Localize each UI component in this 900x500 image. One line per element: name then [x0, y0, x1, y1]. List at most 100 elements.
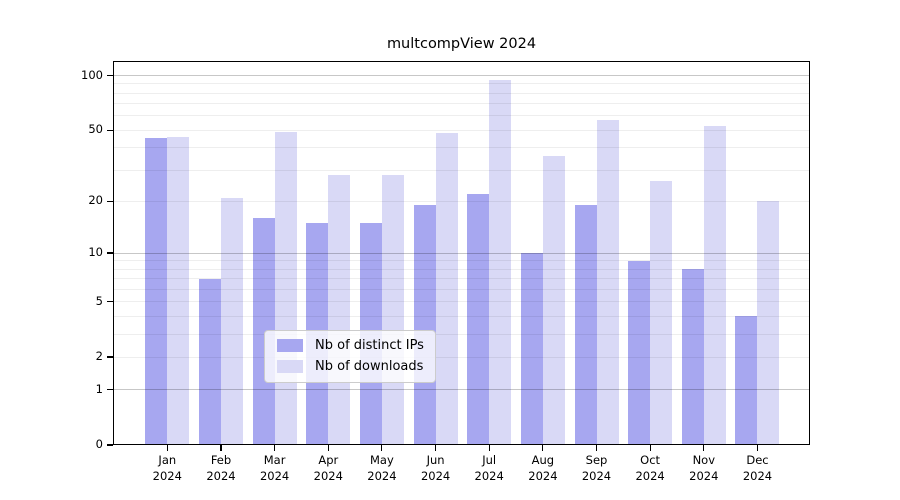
y-tick-label-50: 50: [88, 122, 103, 137]
y-tick-label-0: 0: [95, 437, 103, 451]
bar-aug-downloads: [542, 155, 565, 445]
x-label-year-mar: 2024: [259, 468, 290, 483]
x-label-year-may: 2024: [367, 468, 397, 483]
x-tick-label-nov: Nov 2024: [674, 453, 734, 484]
x-tick-label-may: May 2024: [352, 453, 412, 484]
x-label-year-dec: 2024: [742, 468, 773, 483]
legend-label-distinct-ips: Nb of distinct IPs: [315, 337, 424, 353]
gridline-major-100: [113, 75, 810, 76]
x-tick-label-feb: Feb 2024: [191, 453, 251, 484]
x-label-month-feb: Feb: [210, 453, 232, 467]
bar-dec-downloads: [757, 201, 780, 445]
x-tick-label-apr: Apr 2024: [298, 453, 358, 484]
gridline-minor-50: [113, 129, 810, 131]
bar-nov-downloads: [703, 125, 726, 445]
bar-jan-distinct-ips: [145, 138, 168, 445]
bar-feb-downloads: [220, 197, 243, 445]
x-tick-label-jan: Jan 2024: [137, 453, 197, 484]
y-tick-label-1: 1: [95, 381, 103, 396]
x-label-month-oct: Oct: [640, 453, 661, 467]
bar-aug-distinct-ips: [520, 253, 543, 445]
x-label-year-aug: 2024: [528, 468, 558, 483]
gridline-minor-20: [113, 200, 810, 202]
gridline-major-10: [113, 252, 810, 254]
x-tick-jul: [488, 445, 490, 451]
x-label-month-jan: Jan: [158, 453, 177, 467]
x-tick-dec: [756, 445, 759, 451]
legend-entry-distinct-ips: Nb of distinct IPs: [273, 335, 427, 355]
x-tick-jun: [434, 445, 437, 451]
bar-feb-distinct-ips: [198, 278, 221, 445]
bar-sep-distinct-ips: [574, 205, 597, 445]
legend-swatch-downloads-icon: [277, 359, 303, 373]
gridline-minor-3: [113, 333, 810, 335]
bar-jun-distinct-ips: [413, 205, 436, 445]
x-label-year-oct: 2024: [635, 468, 665, 483]
gridline-minor-60: [113, 115, 810, 117]
y-tick-100: [107, 74, 113, 77]
x-label-month-sep: Sep: [585, 453, 608, 467]
x-label-year-jan: 2024: [152, 468, 182, 483]
gridline-minor-6: [113, 288, 810, 290]
gridline-major-1: [113, 389, 810, 390]
x-tick-label-mar: Mar 2024: [245, 453, 305, 484]
x-label-year-feb: 2024: [206, 468, 236, 483]
bar-jun-downloads: [435, 133, 458, 445]
x-tick-label-oct: Oct 2024: [620, 453, 680, 484]
bar-apr-downloads: [328, 175, 351, 445]
gridline-minor-90: [113, 83, 810, 85]
y-tick-10: [107, 252, 113, 254]
y-tick-0: [107, 444, 113, 446]
x-tick-sep: [595, 445, 598, 451]
bar-jul-distinct-ips: [467, 193, 490, 445]
x-label-year-jun: 2024: [420, 468, 451, 483]
x-tick-jan: [166, 445, 168, 451]
y-tick-2: [107, 356, 113, 358]
x-tick-may: [381, 445, 383, 451]
gridline-minor-2: [113, 356, 810, 358]
gridline-minor-4: [113, 315, 810, 317]
x-label-month-dec: Dec: [746, 453, 769, 467]
x-tick-label-jun: Jun 2024: [406, 453, 466, 484]
x-label-month-may: May: [370, 453, 394, 467]
y-tick-50: [107, 129, 113, 131]
y-tick-label-2: 2: [95, 349, 103, 363]
y-tick-5: [107, 300, 113, 303]
gridline-minor-80: [113, 92, 810, 94]
x-tick-aug: [542, 445, 544, 451]
legend-entry-downloads: Nb of downloads: [273, 356, 427, 376]
chart-title: multcompView 2024: [386, 36, 537, 52]
bar-oct-downloads: [650, 181, 673, 445]
legend-swatch-distinct-ips-icon: [277, 338, 303, 352]
gridline-minor-9: [113, 260, 810, 262]
legend-label-downloads: Nb of downloads: [315, 358, 424, 374]
gridline-minor-40: [113, 147, 810, 149]
x-label-month-jun: Jun: [426, 453, 445, 467]
bar-jan-downloads: [167, 136, 190, 445]
gridline-minor-8: [113, 268, 810, 270]
bar-oct-distinct-ips: [628, 260, 651, 445]
legend: Nb of distinct IPs Nb of downloads: [264, 330, 436, 383]
gridline-minor-7: [113, 278, 810, 279]
x-label-month-apr: Apr: [318, 453, 339, 467]
x-label-month-nov: Nov: [692, 453, 716, 467]
y-tick-label-10: 10: [88, 245, 103, 259]
y-tick-label-100: 100: [81, 67, 103, 82]
bar-may-downloads: [381, 175, 404, 445]
x-tick-mar: [274, 445, 276, 451]
y-tick-1: [107, 388, 113, 391]
x-label-year-apr: 2024: [313, 468, 343, 483]
gridline-minor-30: [113, 169, 810, 171]
x-tick-nov: [703, 445, 705, 451]
bar-sep-downloads: [596, 119, 619, 445]
bar-nov-distinct-ips: [681, 269, 704, 445]
gridline-minor-70: [113, 103, 810, 105]
x-label-month-mar: Mar: [263, 453, 286, 467]
x-tick-label-jul: Jul 2024: [459, 453, 519, 484]
bar-mar-distinct-ips: [252, 218, 275, 445]
y-tick-label-5: 5: [95, 293, 103, 308]
y-tick-label-20: 20: [88, 193, 103, 208]
x-tick-label-dec: Dec 2024: [728, 453, 788, 484]
bar-dec-distinct-ips: [735, 316, 758, 445]
